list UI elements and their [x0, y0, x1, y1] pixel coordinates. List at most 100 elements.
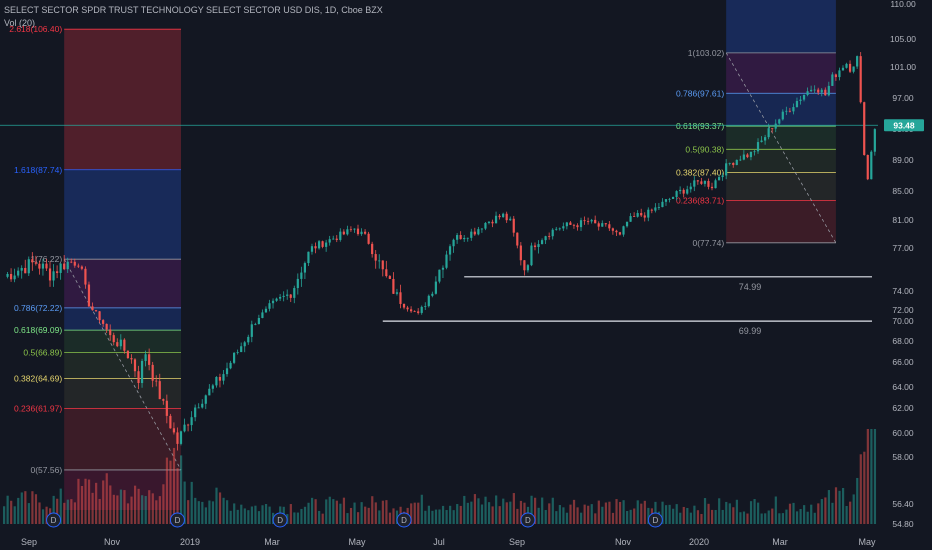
last-price-badge — [884, 119, 924, 132]
candle-body — [622, 226, 625, 235]
volume-bar — [38, 502, 41, 524]
volume-bar — [165, 457, 169, 524]
candle-body — [548, 236, 551, 238]
candle-body — [388, 276, 391, 279]
volume-indicator-label[interactable]: Vol (20) — [4, 18, 36, 28]
fib-level-label: 0.618(93.37) — [676, 121, 724, 131]
volume-bar — [417, 502, 420, 524]
candle-body — [27, 259, 30, 274]
volume-bar — [647, 507, 650, 524]
candle-body — [647, 209, 650, 218]
candle-body — [608, 224, 611, 229]
candle-body — [686, 189, 689, 194]
volume-bar — [438, 509, 441, 524]
candle-body — [289, 294, 292, 298]
candle-body — [696, 180, 699, 182]
volume-bar — [774, 496, 777, 524]
candle-body — [91, 306, 94, 311]
volume-bar — [63, 502, 66, 524]
candle-body — [700, 181, 703, 184]
fib-zone — [726, 93, 836, 127]
volume-bar — [176, 468, 179, 524]
candle-body — [80, 266, 83, 269]
volume-bar — [806, 511, 809, 524]
candle-body — [197, 407, 200, 409]
dividend-marker[interactable]: D — [647, 512, 663, 528]
volume-bar — [197, 501, 200, 524]
volume-bar — [576, 507, 579, 524]
dividend-marker[interactable]: D — [396, 512, 412, 528]
volume-bar — [714, 510, 717, 524]
volume-bar — [243, 508, 246, 524]
candle-body — [618, 232, 622, 235]
dividend-marker[interactable]: D — [272, 512, 288, 528]
candle-body — [123, 339, 126, 351]
candle-body — [201, 403, 204, 408]
candle-body — [852, 66, 855, 72]
fib-level-label: 0.5(90.38) — [685, 144, 724, 154]
dividend-marker[interactable]: D — [46, 512, 62, 528]
volume-bar — [116, 495, 119, 524]
candle-body — [657, 207, 660, 208]
volume-bar — [130, 496, 133, 524]
candle-body — [264, 308, 268, 313]
volume-bar — [608, 501, 611, 524]
volume-bar — [109, 485, 112, 524]
candle-body — [625, 221, 629, 227]
volume-bar — [424, 510, 427, 524]
x-tick-label: Jul — [433, 537, 445, 547]
volume-bar — [594, 513, 597, 524]
candle-body — [792, 107, 795, 112]
volume-bar — [247, 510, 250, 524]
volume-bar — [226, 500, 229, 524]
candle-body — [119, 339, 122, 347]
candle-body — [654, 207, 657, 211]
volume-bar — [604, 502, 607, 524]
candle-body — [739, 159, 742, 161]
dividend-marker[interactable]: D — [169, 512, 185, 528]
volume-bar — [778, 513, 781, 524]
candle-body — [109, 329, 112, 336]
candle-body — [321, 241, 324, 247]
volume-bar — [852, 494, 855, 524]
volume-bar — [841, 487, 845, 524]
candle-body — [328, 239, 331, 243]
volume-bar — [597, 500, 600, 524]
dividend-marker-circle — [520, 512, 536, 528]
volume-bar — [27, 503, 30, 524]
candle-body — [594, 219, 597, 224]
volume-bar — [13, 506, 16, 524]
volume-bar — [434, 509, 438, 524]
volume-bar — [785, 509, 788, 524]
volume-bar — [601, 506, 604, 524]
volume-bar — [204, 507, 207, 524]
volume-bar — [668, 504, 671, 524]
candle-body — [671, 197, 675, 199]
candle-body — [689, 186, 692, 190]
candle-body — [105, 323, 108, 330]
volume-bar — [732, 507, 735, 524]
fib-level-label: 1.618(87.74) — [14, 165, 62, 175]
volume-bar — [268, 506, 271, 524]
volume-bar — [870, 429, 873, 524]
volume-bar — [725, 501, 728, 524]
candle-body — [56, 271, 59, 273]
x-tick-label: 2020 — [689, 537, 709, 547]
volume-bar — [587, 505, 590, 524]
candle-body — [59, 263, 62, 273]
dividend-marker-letter: D — [51, 516, 57, 525]
candle-body — [261, 312, 264, 318]
candle-body — [300, 272, 303, 279]
candle-body — [756, 142, 760, 152]
candle-body — [243, 342, 246, 347]
fib-zone — [64, 352, 181, 379]
volume-bar — [580, 512, 583, 524]
volume-bar — [569, 504, 572, 524]
dividend-marker-circle — [647, 512, 663, 528]
dividend-marker[interactable]: D — [520, 512, 536, 528]
candle-body — [87, 284, 91, 307]
volume-bar — [866, 429, 869, 524]
volume-bar — [6, 495, 9, 524]
candle-body — [643, 215, 646, 218]
